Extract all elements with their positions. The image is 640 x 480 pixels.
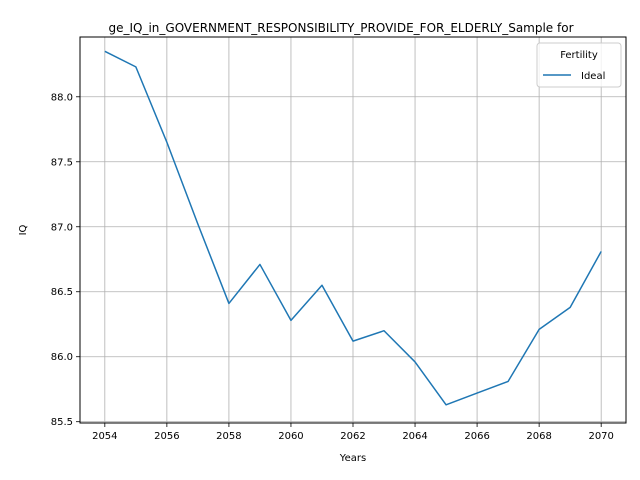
y-tick-label: 87.0 — [51, 222, 73, 233]
legend: Fertility Ideal — [536, 42, 622, 88]
series-layer — [104, 50, 602, 406]
x-tick-label: 2056 — [154, 431, 179, 442]
x-tick-label: 2068 — [526, 431, 551, 442]
x-axis-ticks: 2054 2056 2058 2060 2062 2064 2066 2068 2070 — [92, 423, 614, 442]
x-tick-label: 2066 — [464, 431, 489, 442]
y-tick-label: 88.0 — [51, 92, 73, 103]
y-tick-label: 86.5 — [51, 287, 73, 298]
x-tick-label: 2058 — [216, 431, 241, 442]
y-tick-label: 85.5 — [51, 417, 73, 428]
x-axis-label: Years — [339, 453, 366, 464]
legend-title: Fertility — [560, 50, 598, 61]
chart-title: ge_IQ_in_GOVERNMENT_RESPONSIBILITY_PROVI… — [108, 21, 573, 35]
series-line-ideal — [104, 50, 602, 406]
grid — [80, 37, 626, 423]
x-tick-label: 2062 — [340, 431, 365, 442]
y-axis-ticks: 85.5 86.0 86.5 87.0 87.5 88.0 — [51, 92, 80, 428]
y-tick-label: 86.0 — [51, 352, 73, 363]
x-tick-label: 2070 — [588, 431, 613, 442]
x-tick-label: 2060 — [278, 431, 303, 442]
y-axis-label: IQ — [18, 224, 29, 235]
x-tick-label: 2064 — [402, 431, 427, 442]
x-tick-label: 2054 — [92, 431, 117, 442]
y-tick-label: 87.5 — [51, 157, 73, 168]
legend-box — [536, 42, 622, 88]
legend-label-ideal: Ideal — [581, 71, 605, 82]
